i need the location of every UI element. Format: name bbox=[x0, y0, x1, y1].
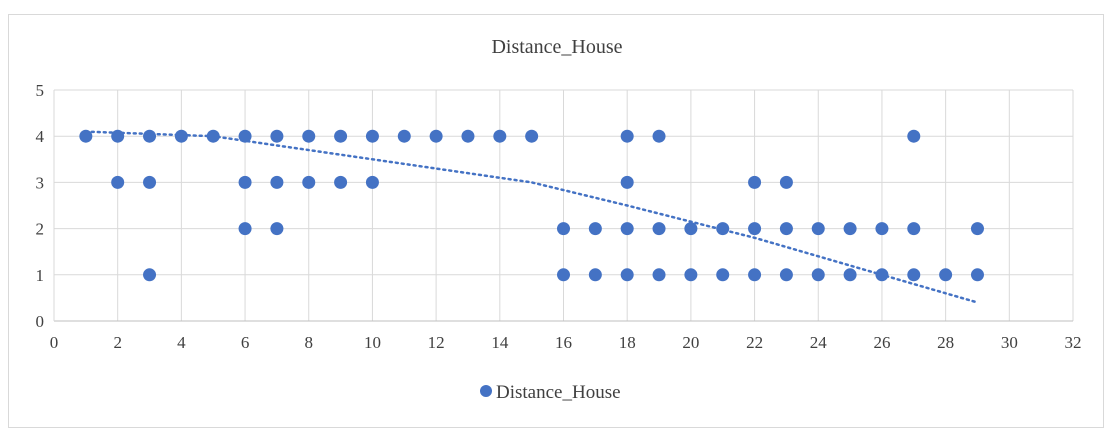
y-tick-label: 1 bbox=[36, 266, 45, 285]
data-point bbox=[875, 222, 889, 236]
data-point bbox=[334, 175, 348, 189]
data-point bbox=[174, 129, 188, 143]
x-tick-label: 26 bbox=[873, 333, 890, 352]
legend-label: Distance_House bbox=[496, 382, 621, 403]
data-point bbox=[620, 222, 634, 236]
x-tick-label: 4 bbox=[177, 333, 186, 352]
data-point bbox=[907, 222, 921, 236]
data-point bbox=[970, 268, 984, 282]
x-tick-label: 10 bbox=[364, 333, 381, 352]
x-tick-label: 2 bbox=[113, 333, 122, 352]
data-point bbox=[525, 129, 539, 143]
x-tick-labels: 0 2 4 6 8 10 12 14 16 18 20 22 24 26 28 30 32 bbox=[50, 333, 1082, 352]
data-point bbox=[365, 129, 379, 143]
data-point bbox=[716, 268, 730, 282]
data-point bbox=[334, 129, 348, 143]
data-point bbox=[620, 129, 634, 143]
data-point bbox=[365, 175, 379, 189]
y-tick-label: 0 bbox=[36, 312, 45, 331]
x-tick-label: 12 bbox=[428, 333, 445, 352]
data-point bbox=[238, 175, 252, 189]
data-point bbox=[939, 268, 953, 282]
data-point bbox=[143, 175, 157, 189]
y-tick-label: 5 bbox=[36, 81, 45, 100]
data-point bbox=[493, 129, 507, 143]
data-point bbox=[779, 175, 793, 189]
y-tick-labels: 0 1 2 3 4 5 bbox=[36, 81, 45, 331]
data-point bbox=[206, 129, 220, 143]
trendline bbox=[84, 130, 979, 304]
data-point bbox=[970, 222, 984, 236]
data-points bbox=[79, 129, 984, 282]
axes bbox=[53, 90, 1073, 322]
data-point bbox=[429, 129, 443, 143]
data-point bbox=[588, 268, 602, 282]
x-tick-label: 8 bbox=[305, 333, 314, 352]
data-point bbox=[748, 222, 762, 236]
trendline-path bbox=[84, 130, 979, 304]
data-point bbox=[811, 222, 825, 236]
data-point bbox=[620, 268, 634, 282]
x-tick-label: 18 bbox=[619, 333, 636, 352]
data-point bbox=[270, 222, 284, 236]
data-point bbox=[652, 222, 666, 236]
data-point bbox=[748, 175, 762, 189]
data-point bbox=[302, 175, 316, 189]
legend: Distance_House bbox=[480, 382, 621, 403]
data-point bbox=[111, 129, 125, 143]
data-point bbox=[716, 222, 730, 236]
x-tick-label: 0 bbox=[50, 333, 59, 352]
y-tick-label: 2 bbox=[36, 220, 45, 239]
data-point bbox=[907, 129, 921, 143]
data-point bbox=[652, 129, 666, 143]
x-tick-label: 16 bbox=[555, 333, 572, 352]
data-point bbox=[811, 268, 825, 282]
data-point bbox=[907, 268, 921, 282]
data-point bbox=[684, 268, 698, 282]
data-point bbox=[652, 268, 666, 282]
data-point bbox=[843, 268, 857, 282]
data-point bbox=[620, 175, 634, 189]
data-point bbox=[588, 222, 602, 236]
x-tick-label: 30 bbox=[1001, 333, 1018, 352]
data-point bbox=[143, 268, 157, 282]
chart-title: Distance_House bbox=[491, 36, 622, 58]
data-point bbox=[397, 129, 411, 143]
data-point bbox=[557, 268, 570, 282]
x-tick-label: 20 bbox=[682, 333, 699, 352]
data-point bbox=[111, 175, 125, 189]
data-point bbox=[270, 129, 284, 143]
data-point bbox=[270, 175, 284, 189]
scatter-chart: Distance_House 0 2 4 6 8 10 12 14 16 18 20 22 24 26 28… bbox=[36, 36, 1082, 403]
data-point bbox=[748, 268, 762, 282]
x-tick-label: 24 bbox=[810, 333, 828, 352]
y-tick-label: 3 bbox=[36, 173, 45, 192]
data-point bbox=[143, 129, 157, 143]
x-tick-label: 6 bbox=[241, 333, 250, 352]
y-tick-label: 4 bbox=[36, 127, 45, 146]
data-point bbox=[843, 222, 857, 236]
data-point bbox=[684, 222, 698, 236]
data-point bbox=[779, 268, 793, 282]
x-tick-label: 28 bbox=[937, 333, 954, 352]
data-point bbox=[238, 222, 252, 236]
data-point bbox=[875, 268, 889, 282]
data-point bbox=[302, 129, 316, 143]
data-point bbox=[557, 222, 570, 236]
x-tick-label: 22 bbox=[746, 333, 763, 352]
data-point bbox=[238, 129, 252, 143]
x-tick-label: 14 bbox=[491, 333, 509, 352]
data-point bbox=[779, 222, 793, 236]
chart-frame: Distance_House 0 2 4 6 8 10 12 14 16 18 20 22 24 26 28… bbox=[8, 14, 1104, 428]
x-tick-label: 32 bbox=[1065, 333, 1082, 352]
data-point bbox=[79, 129, 93, 143]
data-point bbox=[461, 129, 475, 143]
legend-marker bbox=[480, 385, 492, 397]
